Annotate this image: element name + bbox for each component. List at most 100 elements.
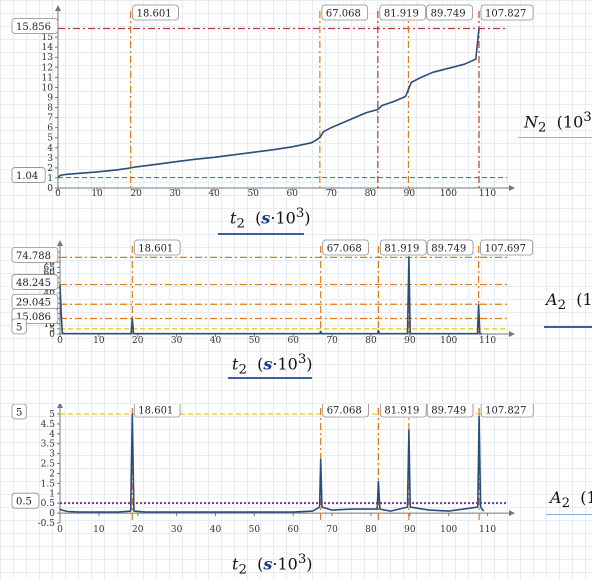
y-tick-label: 5 bbox=[49, 410, 55, 420]
x-marker-label: 18.601 bbox=[137, 9, 172, 20]
y-tick-label: 12 bbox=[42, 63, 53, 73]
y-tick-label: 1 bbox=[47, 174, 53, 184]
y-marker-label-box bbox=[11, 274, 59, 290]
x-tick-label: 0 bbox=[55, 189, 61, 199]
x-tick-label: 30 bbox=[171, 336, 183, 346]
x-tick-label: 0 bbox=[57, 525, 63, 535]
y-tick-label: 4.5 bbox=[41, 420, 56, 430]
y-tick-label: 1 bbox=[49, 489, 55, 499]
x-tick-label: 40 bbox=[208, 189, 220, 199]
y-tick-label: 10 bbox=[44, 320, 56, 330]
x-tick-label: 100 bbox=[440, 189, 457, 199]
x-marker-label: 67.068 bbox=[326, 9, 361, 20]
plot-a2-peaks-y-label-underline bbox=[544, 326, 592, 328]
x-tick-label: 90 bbox=[404, 336, 416, 346]
x-marker-label: 81.919 bbox=[384, 406, 419, 417]
y-tick-label: 0 bbox=[49, 330, 55, 340]
y-tick-label: 4 bbox=[47, 144, 53, 154]
x-marker-label-box bbox=[133, 404, 181, 418]
y-marker-label: 29.045 bbox=[16, 298, 51, 309]
y-tick-label: 3 bbox=[49, 450, 55, 460]
y-tick-label: -0.5 bbox=[38, 519, 56, 529]
y-marker-label: 48.245 bbox=[16, 278, 51, 289]
x-tick-label: 20 bbox=[130, 189, 142, 199]
y-tick-label: 4 bbox=[49, 430, 55, 440]
y-marker-label-box bbox=[11, 318, 27, 335]
y-tick-label: 0.5 bbox=[41, 499, 56, 509]
plot-a2-zoom-y-label-underline bbox=[546, 514, 592, 515]
x-tick-label: 70 bbox=[326, 336, 338, 346]
y-marker-label: 15.086 bbox=[16, 312, 51, 323]
x-marker-label: 107.827 bbox=[485, 9, 526, 20]
x-marker-label: 67.068 bbox=[327, 406, 362, 417]
plot-a2-zoom-y-axis-label: A2 (1/s bbox=[550, 488, 592, 512]
x-tick-label: 40 bbox=[210, 525, 222, 535]
y-marker-label-box bbox=[11, 246, 59, 263]
y-marker-label: 15.856 bbox=[16, 22, 51, 33]
y-tick-label: 7 bbox=[47, 114, 53, 124]
plot-a2-zoom[interactable]: 0 10 20 30 40 50 60 70 80 90 100 110-0.500.511.522.… bbox=[0, 404, 592, 549]
plot-a2-zoom-x-axis-label: t2 (s·103) bbox=[232, 552, 313, 578]
x-tick-label: 110 bbox=[479, 336, 496, 346]
y-axis-arrow bbox=[55, 5, 61, 11]
y-tick-label: 5 bbox=[49, 325, 55, 335]
series-line bbox=[59, 413, 485, 513]
plot-n2[interactable]: 0 10 20 30 40 50 60 70 80 90 100 110012345678910111… bbox=[0, 0, 592, 210]
y-marker-label-box bbox=[11, 167, 46, 183]
y-tick-label: 70 bbox=[44, 258, 56, 268]
y-marker-label: 74.788 bbox=[16, 251, 51, 262]
plot-a2-peaks-x-label-underline bbox=[228, 377, 312, 379]
x-tick-label: 110 bbox=[479, 525, 496, 535]
y-tick-label: 65 bbox=[44, 263, 56, 273]
y-marker-label: 5 bbox=[16, 322, 22, 333]
x-marker-label-box bbox=[426, 404, 474, 418]
y-marker-label-box bbox=[11, 492, 40, 509]
y-tick-label: 13 bbox=[42, 53, 54, 63]
y-marker-label-box bbox=[11, 404, 27, 420]
plot-a2-peaks[interactable]: 0102030405060708090100110051015202530354… bbox=[0, 236, 592, 354]
x-marker-label: 107.827 bbox=[485, 406, 526, 417]
y-tick-label: 14 bbox=[42, 43, 54, 53]
plot-n2-x-label-underline bbox=[218, 233, 304, 235]
plot-a2-peaks-x-axis-label: t2 (s·103) bbox=[232, 352, 313, 378]
y-tick-label: 9 bbox=[47, 93, 53, 103]
x-marker-label-box bbox=[426, 239, 474, 256]
x-marker-label-box bbox=[379, 4, 427, 21]
y-axis-arrow bbox=[57, 240, 63, 246]
x-marker-label-box bbox=[322, 404, 369, 418]
x-marker-label: 81.919 bbox=[384, 244, 419, 255]
x-tick-label: 30 bbox=[169, 189, 181, 199]
x-marker-label-box bbox=[380, 239, 427, 256]
series-line bbox=[59, 256, 482, 335]
y-tick-label: 60 bbox=[44, 269, 56, 279]
x-tick-label: 80 bbox=[365, 525, 377, 535]
x-tick-label: 100 bbox=[440, 525, 457, 535]
x-marker-label-box bbox=[426, 4, 473, 21]
y-tick-label: 2 bbox=[49, 469, 55, 479]
y-marker-label: 1.04 bbox=[16, 171, 38, 182]
y-tick-label: 2.5 bbox=[41, 460, 56, 470]
plot-n2-y-axis-label: N2 (103) bbox=[524, 110, 592, 136]
series-line bbox=[57, 28, 480, 179]
x-axis-arrow bbox=[509, 185, 515, 191]
x-marker-label: 89.749 bbox=[431, 244, 466, 255]
x-tick-label: 0 bbox=[57, 336, 63, 346]
y-tick-label: 15 bbox=[42, 33, 54, 43]
x-tick-label: 70 bbox=[326, 525, 338, 535]
x-tick-label: 60 bbox=[287, 189, 299, 199]
x-tick-label: 50 bbox=[247, 189, 259, 199]
x-tick-label: 100 bbox=[440, 336, 457, 346]
x-tick-label: 90 bbox=[404, 189, 416, 199]
x-tick-label: 40 bbox=[210, 336, 222, 346]
x-marker-label-box bbox=[480, 4, 534, 21]
x-tick-label: 60 bbox=[287, 525, 299, 535]
x-marker-label-box bbox=[321, 4, 369, 21]
x-marker-label: 18.601 bbox=[138, 406, 173, 417]
y-tick-label: 5 bbox=[47, 134, 53, 144]
y-tick-label: 0 bbox=[47, 184, 53, 194]
x-marker-label-box bbox=[480, 404, 534, 418]
x-marker-label-box bbox=[133, 239, 181, 256]
y-marker-label: 5 bbox=[16, 408, 22, 419]
x-marker-label: 81.919 bbox=[384, 9, 419, 20]
x-marker-label-box bbox=[132, 4, 179, 21]
